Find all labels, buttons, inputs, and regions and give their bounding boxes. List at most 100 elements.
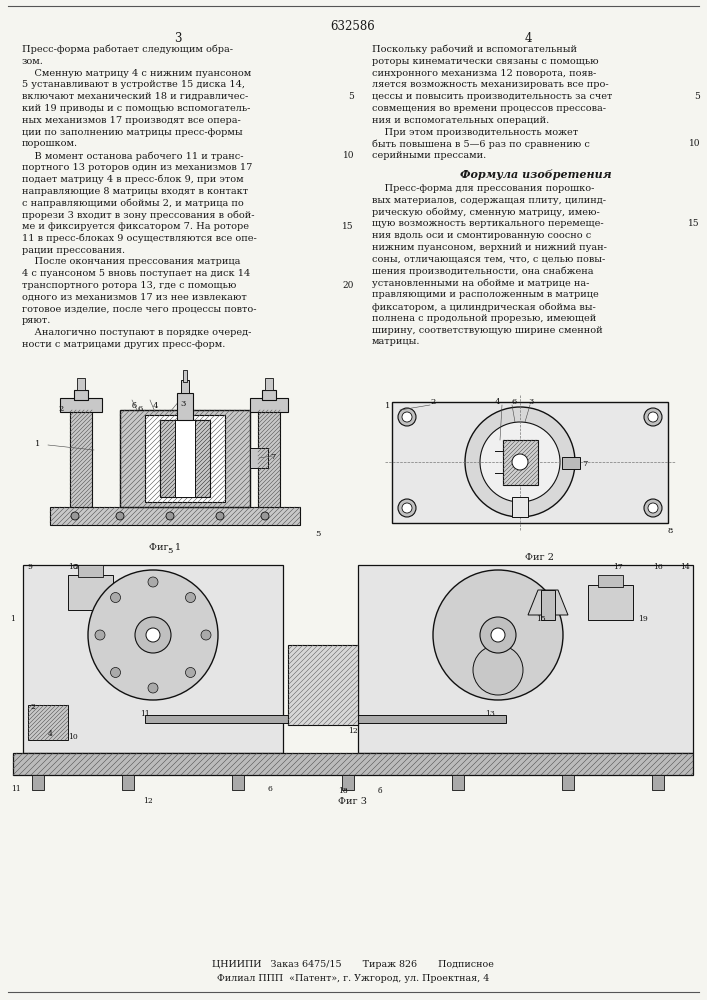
Bar xyxy=(160,420,210,497)
Circle shape xyxy=(402,412,412,422)
Text: ния и вспомогательных операций.: ния и вспомогательных операций. xyxy=(372,116,549,125)
Text: 15: 15 xyxy=(536,615,546,623)
Text: роторы кинематически связаны с помощью: роторы кинематически связаны с помощью xyxy=(372,57,599,66)
Text: 4: 4 xyxy=(48,730,53,738)
Bar xyxy=(122,775,134,790)
Circle shape xyxy=(433,570,563,700)
Text: 6: 6 xyxy=(512,398,518,406)
Bar xyxy=(68,575,113,610)
Text: серийными прессами.: серийными прессами. xyxy=(372,151,486,160)
Text: портного 13 роторов один из механизмов 17: портного 13 роторов один из механизмов 1… xyxy=(22,163,252,172)
Text: ЦНИИПИ   Заказ 6475/15       Тираж 826       Подписное: ЦНИИПИ Заказ 6475/15 Тираж 826 Подписное xyxy=(212,960,494,969)
Text: 1: 1 xyxy=(10,615,15,623)
Text: 7: 7 xyxy=(270,453,275,461)
Bar xyxy=(258,410,280,507)
Text: 10: 10 xyxy=(342,151,354,160)
Bar xyxy=(512,497,528,517)
Text: 18: 18 xyxy=(68,563,78,571)
Text: 10: 10 xyxy=(68,733,78,741)
Text: 3: 3 xyxy=(528,398,533,406)
Bar xyxy=(28,705,68,740)
Text: 6: 6 xyxy=(268,785,273,793)
Bar xyxy=(145,415,225,502)
Text: вых материалов, содержащая плиту, цилинд-: вых материалов, содержащая плиту, цилинд… xyxy=(372,196,606,205)
Text: Сменную матрицу 4 с нижним пуансоном: Сменную матрицу 4 с нижним пуансоном xyxy=(22,69,251,78)
Text: синхронного механизма 12 поворота, появ-: синхронного механизма 12 поворота, появ- xyxy=(372,69,596,78)
Text: 10: 10 xyxy=(689,139,700,148)
Text: 2: 2 xyxy=(30,703,35,711)
Bar xyxy=(503,440,538,485)
Text: полнена с продольной прорезью, имеющей: полнена с продольной прорезью, имеющей xyxy=(372,314,596,323)
Text: рации прессования.: рации прессования. xyxy=(22,246,125,255)
Circle shape xyxy=(491,628,505,642)
Text: 12: 12 xyxy=(348,727,358,735)
Text: При этом производительность может: При этом производительность может xyxy=(372,128,578,137)
Text: 4 с пуансоном 5 вновь поступает на диск 14: 4 с пуансоном 5 вновь поступает на диск … xyxy=(22,269,250,278)
Text: Фиг. 1: Фиг. 1 xyxy=(149,543,181,552)
Bar xyxy=(232,775,244,790)
Text: После окончания прессования матрица: После окончания прессования матрица xyxy=(22,257,240,266)
Bar xyxy=(23,565,283,753)
Text: 19: 19 xyxy=(638,615,648,623)
Circle shape xyxy=(465,407,575,517)
Text: 1: 1 xyxy=(35,440,40,448)
Circle shape xyxy=(644,408,662,426)
Text: кий 19 приводы и с помощью вспомогатель-: кий 19 приводы и с помощью вспомогатель- xyxy=(22,104,250,113)
Circle shape xyxy=(146,628,160,642)
Text: 20: 20 xyxy=(343,281,354,290)
Bar xyxy=(262,390,276,400)
Text: транспортного ротора 13, где с помощью: транспортного ротора 13, где с помощью xyxy=(22,281,236,290)
Text: с направляющими обоймы 2, и матрица по: с направляющими обоймы 2, и матрица по xyxy=(22,198,244,208)
Circle shape xyxy=(512,454,528,470)
Text: 13: 13 xyxy=(485,710,495,718)
Text: б: б xyxy=(132,402,137,410)
Text: ме и фиксируется фиксатором 7. На роторе: ме и фиксируется фиксатором 7. На роторе xyxy=(22,222,249,231)
Circle shape xyxy=(261,512,269,520)
Text: Филиал ППП  «Патент», г. Ужгород, ул. Проектная, 4: Филиал ППП «Патент», г. Ужгород, ул. Про… xyxy=(217,974,489,983)
Text: 3: 3 xyxy=(180,400,185,408)
Text: 15: 15 xyxy=(342,222,354,231)
Bar xyxy=(562,457,580,469)
Circle shape xyxy=(135,617,171,653)
Text: 4: 4 xyxy=(525,32,532,45)
Circle shape xyxy=(201,630,211,640)
Bar xyxy=(541,590,555,620)
Text: 12: 12 xyxy=(143,797,153,805)
Text: одного из механизмов 17 из нее извлекают: одного из механизмов 17 из нее извлекают xyxy=(22,293,247,302)
Circle shape xyxy=(398,499,416,517)
Text: направляющие 8 матрицы входят в контакт: направляющие 8 матрицы входят в контакт xyxy=(22,187,248,196)
Circle shape xyxy=(185,593,195,603)
Bar xyxy=(598,575,623,587)
Circle shape xyxy=(166,512,174,520)
Text: 1: 1 xyxy=(385,402,390,410)
Text: 5: 5 xyxy=(73,563,78,571)
Polygon shape xyxy=(528,590,568,615)
Text: быть повышена в 5—6 раз по сравнению с: быть повышена в 5—6 раз по сравнению с xyxy=(372,139,590,149)
Bar xyxy=(74,390,88,400)
Text: 3: 3 xyxy=(174,32,182,45)
Bar xyxy=(452,775,464,790)
Circle shape xyxy=(402,503,412,513)
Circle shape xyxy=(644,499,662,517)
Circle shape xyxy=(648,412,658,422)
Bar xyxy=(342,775,354,790)
Text: 5 устанавливают в устройстве 15 диска 14,: 5 устанавливают в устройстве 15 диска 14… xyxy=(22,80,245,89)
Text: Фиг 2: Фиг 2 xyxy=(525,553,554,562)
Bar xyxy=(50,507,300,525)
Bar xyxy=(250,398,288,412)
Text: подает матрицу 4 в пресс-блок 9, при этом: подает матрицу 4 в пресс-блок 9, при это… xyxy=(22,175,244,184)
Bar xyxy=(588,585,633,620)
Circle shape xyxy=(110,593,120,603)
Circle shape xyxy=(148,577,158,587)
Circle shape xyxy=(398,408,416,426)
Bar xyxy=(183,370,187,382)
Bar xyxy=(70,410,92,507)
Text: Формула изобретения: Формула изобретения xyxy=(460,169,612,180)
Text: 14: 14 xyxy=(680,563,690,571)
Circle shape xyxy=(480,422,560,502)
Text: рическую обойму, сменную матрицу, имею-: рическую обойму, сменную матрицу, имею- xyxy=(372,208,600,217)
Text: 7: 7 xyxy=(582,460,588,468)
Text: 2: 2 xyxy=(430,398,436,406)
Text: ции по заполнению матрицы пресс-формы: ции по заполнению матрицы пресс-формы xyxy=(22,128,243,137)
Text: готовое изделие, после чего процессы повто-: готовое изделие, после чего процессы пов… xyxy=(22,305,257,314)
